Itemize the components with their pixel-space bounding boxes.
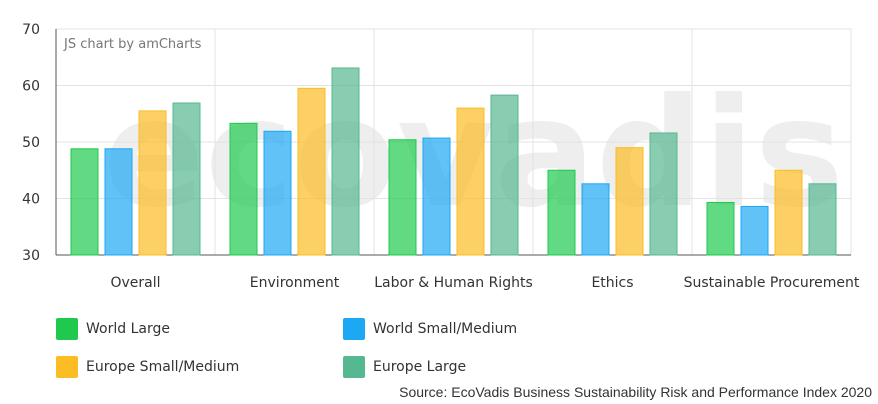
y-tick-label: 70 [22,22,40,38]
bar [229,122,258,256]
chart-svg: ecovadis3040506070JS chart by amChartsOv… [22,22,860,291]
bar [331,67,360,256]
bar [808,183,837,256]
bar [706,201,735,256]
legend-item[interactable]: World Small/Medium [343,316,517,342]
legend-swatch [56,356,78,378]
x-tick-label: Labor & Human Rights [374,275,533,291]
legend-label: World Large [86,321,170,337]
bar [581,183,610,256]
bar [456,107,485,256]
y-tick-label: 30 [22,248,40,264]
legend-swatch [56,318,78,340]
bar [740,205,769,256]
legend-swatch [343,318,365,340]
bar [172,102,201,256]
legend-item[interactable]: Europe Large [343,354,466,380]
bar [138,110,167,256]
bar [615,147,644,256]
bar [388,139,417,256]
x-tick-label: Ethics [591,275,633,291]
bar [774,169,803,256]
chart-credit: JS chart by amCharts [63,37,202,52]
legend-label: Europe Small/Medium [86,359,240,375]
y-tick-label: 60 [22,79,40,95]
bar [649,132,678,256]
y-tick-label: 40 [22,192,40,208]
bar [547,169,576,256]
legend-label: Europe Large [373,359,467,375]
bar [422,137,451,256]
bar [490,94,519,256]
legend-swatch [343,356,365,378]
bar [297,87,326,256]
x-tick-label: Overall [110,275,160,291]
bar [70,148,99,256]
y-tick-label: 50 [22,135,40,151]
bar [263,130,292,256]
legend-item[interactable]: Europe Small/Medium [56,354,239,380]
legend-item[interactable]: World Large [56,316,170,342]
x-tick-label: Environment [250,275,340,291]
bar [104,148,133,256]
legend-label: World Small/Medium [373,321,518,337]
x-tick-label: Sustainable Procurement [684,275,860,291]
source-note: Source: EcoVadis Business Sustainability… [399,384,872,400]
